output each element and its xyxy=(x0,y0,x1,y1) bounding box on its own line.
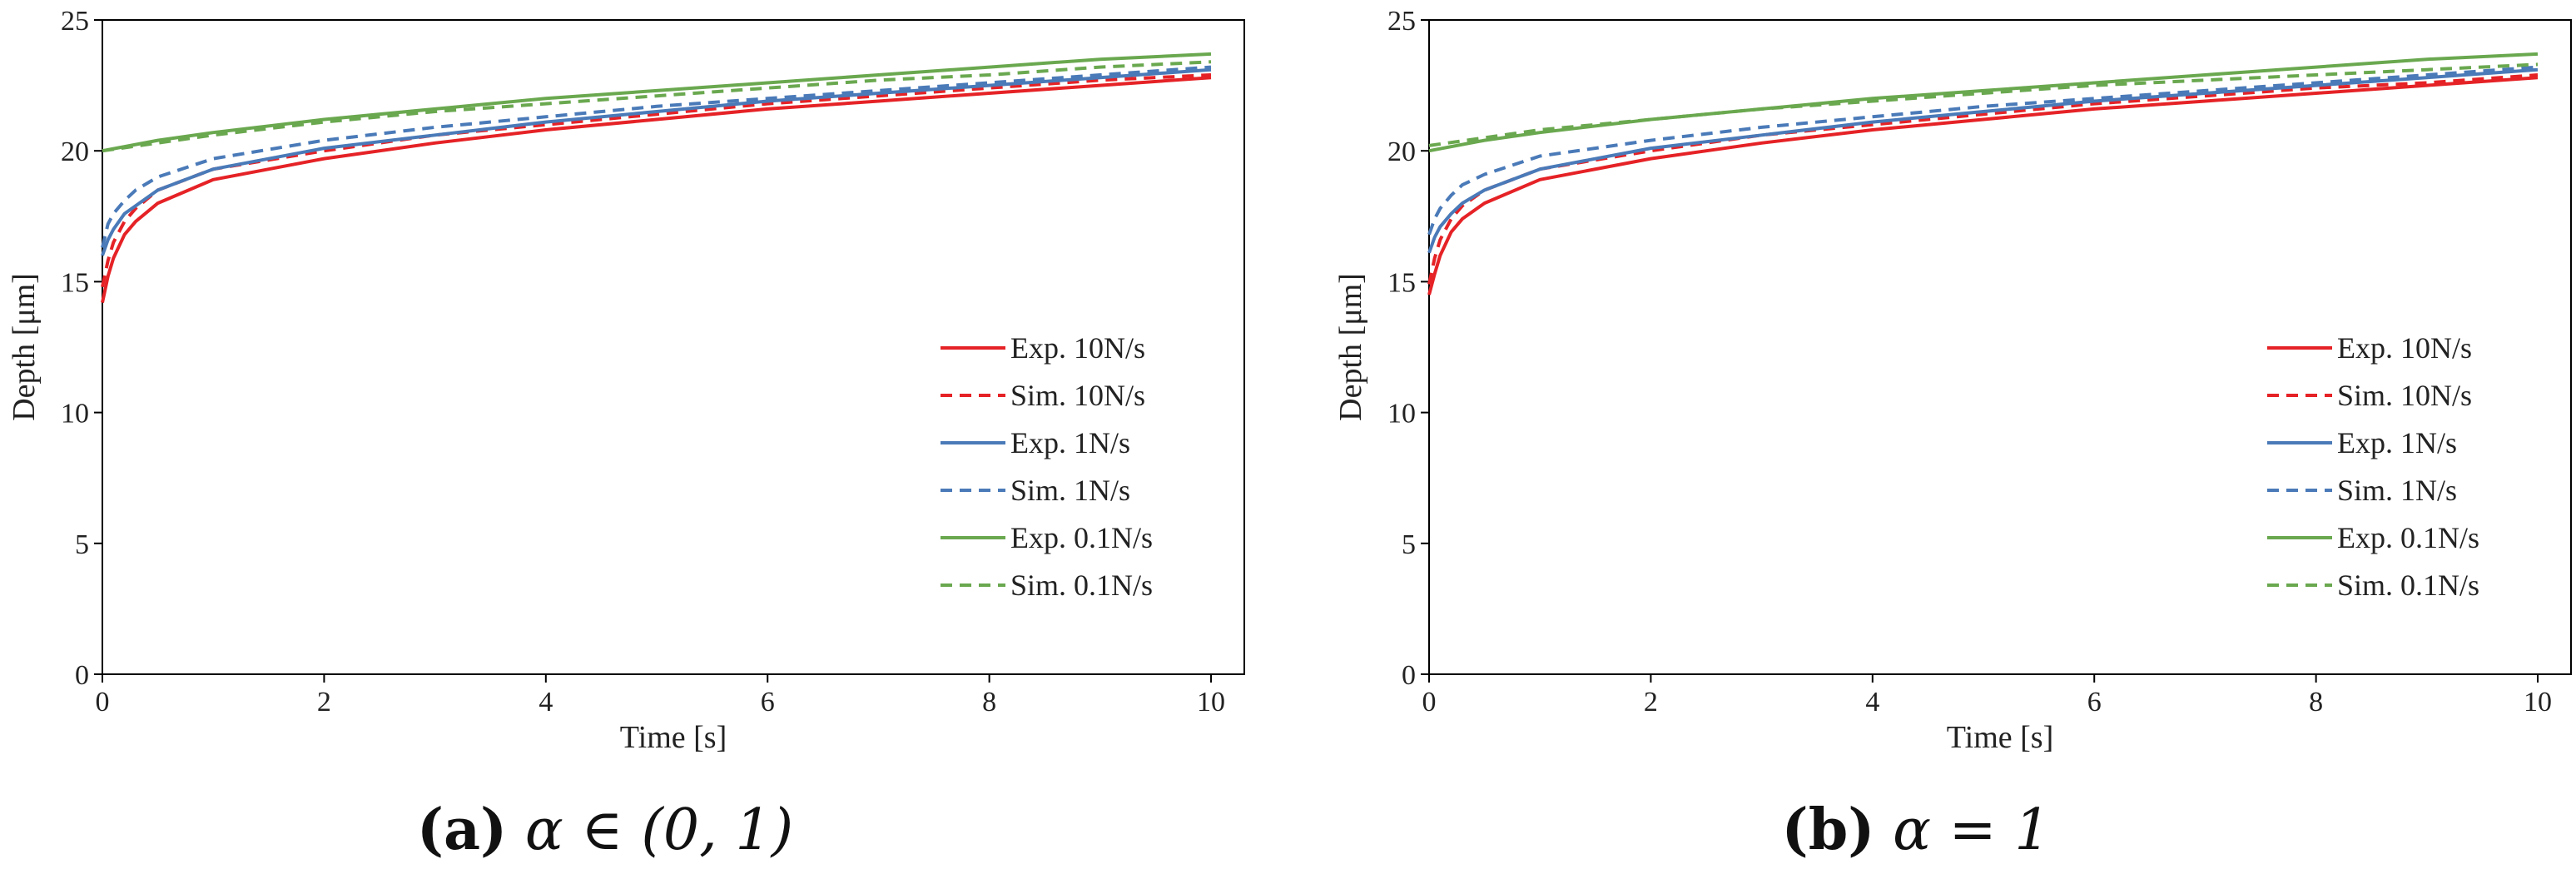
x-tick-label: 2 xyxy=(317,687,331,718)
y-tick-label: 5 xyxy=(1402,529,1416,560)
x-tick-label: 8 xyxy=(2309,687,2323,718)
x-tick-label: 10 xyxy=(2524,687,2552,718)
y-tick-label: 25 xyxy=(1387,6,1416,37)
panel-caption: (b) α = 1 xyxy=(1782,797,2051,863)
series-line-2 xyxy=(1427,67,2539,254)
x-tick-label: 10 xyxy=(1197,687,1225,718)
y-tick-label: 5 xyxy=(75,529,89,560)
legend-label-4: Exp. 0.1N/s xyxy=(1010,521,1153,554)
y-tick-label: 10 xyxy=(1387,399,1416,430)
legend-label-3: Sim. 1N/s xyxy=(1010,474,1130,507)
caption-space xyxy=(1874,797,1893,863)
y-tick-label: 20 xyxy=(1387,137,1416,167)
x-tick-label: 6 xyxy=(761,687,775,718)
legend-label-2: Exp. 1N/s xyxy=(2337,426,2457,459)
x-tick-label: 4 xyxy=(1865,687,1879,718)
series-line-5 xyxy=(1428,62,2539,147)
legend-label-1: Sim. 10N/s xyxy=(1010,379,1145,412)
series-line-3 xyxy=(101,65,1212,248)
legend-label-0: Exp. 10N/s xyxy=(1010,331,1145,365)
series-line-0 xyxy=(101,76,1212,304)
series-line-5 xyxy=(102,60,1212,153)
y-axis-label: Depth [μm] xyxy=(1333,273,1368,421)
caption-label: (a) xyxy=(417,797,507,863)
x-axis-label: Time [s] xyxy=(620,720,727,755)
legend-label-4: Exp. 0.1N/s xyxy=(2337,521,2479,554)
series-line-0 xyxy=(1427,76,2539,295)
series-line-2 xyxy=(101,67,1212,256)
plot-frame xyxy=(102,19,1245,675)
legend-label-0: Exp. 10N/s xyxy=(2337,331,2472,365)
y-tick-label: 15 xyxy=(61,267,89,298)
x-tick-label: 8 xyxy=(982,687,996,718)
y-tick-label: 15 xyxy=(1387,267,1416,298)
y-tick-label: 0 xyxy=(1402,660,1416,691)
series-line-4 xyxy=(102,52,1212,153)
y-tick-label: 0 xyxy=(75,660,89,691)
caption-space xyxy=(507,797,525,863)
caption-text: α = 1 xyxy=(1893,797,2050,863)
legend-label-3: Sim. 1N/s xyxy=(2337,474,2457,507)
y-axis-label: Depth [μm] xyxy=(7,273,42,421)
series-line-1 xyxy=(1427,73,2539,285)
chart-panel-b: 0 5 10 15 20 25 0 2 4 6 8 10 Time [s] Depth [μm] Exp. … xyxy=(1333,6,2572,863)
x-tick-label: 0 xyxy=(96,687,110,718)
x-tick-label: 6 xyxy=(2087,687,2102,718)
series-line-4 xyxy=(1428,52,2539,153)
x-axis-label: Time [s] xyxy=(1947,720,2053,755)
legend-label-2: Exp. 1N/s xyxy=(1010,426,1130,459)
panel-caption: (a) α ∈ (0, 1) xyxy=(417,797,793,863)
chart-panel-a: 0 5 10 15 20 25 0 2 4 6 8 10 Time [s] Depth [μm] Exp. … xyxy=(7,6,1245,863)
legend-label-5: Sim. 0.1N/s xyxy=(2337,569,2479,602)
y-tick-label: 20 xyxy=(61,137,89,167)
y-tick-label: 10 xyxy=(61,399,89,430)
y-tick-label: 25 xyxy=(61,6,89,37)
legend-label-1: Sim. 10N/s xyxy=(2337,379,2472,412)
series-line-3 xyxy=(1427,65,2539,236)
x-tick-label: 4 xyxy=(539,687,553,718)
series-line-1 xyxy=(101,73,1212,288)
x-tick-label: 0 xyxy=(1422,687,1437,718)
x-tick-label: 2 xyxy=(1644,687,1658,718)
legend-label-5: Sim. 0.1N/s xyxy=(1010,569,1153,602)
caption-label: (b) xyxy=(1782,797,1875,863)
caption-text: α ∈ (0, 1) xyxy=(525,797,793,863)
plot-frame xyxy=(1428,19,2572,675)
